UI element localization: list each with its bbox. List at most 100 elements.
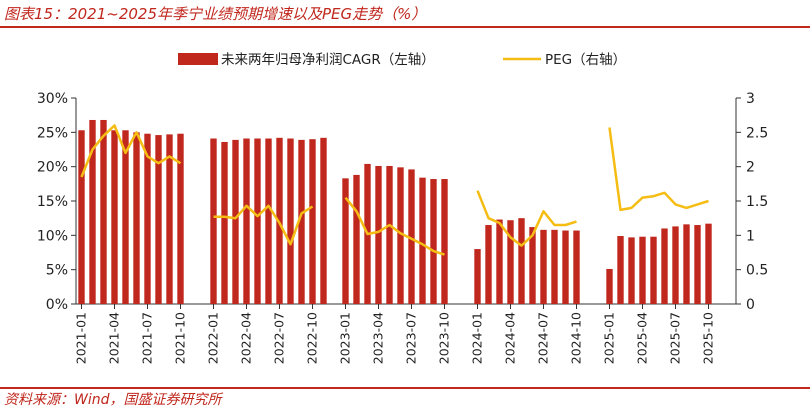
- x-tick-label: 2024-10: [569, 312, 584, 364]
- x-tick-label: 2021-01: [74, 312, 89, 364]
- x-tick-label: 2023-04: [371, 312, 386, 364]
- bar: [89, 119, 96, 305]
- source-note: 资料来源：Wind，国盛证券研究所: [4, 392, 222, 408]
- bar: [386, 165, 393, 304]
- x-tick-label: 2023-07: [404, 312, 419, 364]
- peg-line-segment: [213, 204, 314, 246]
- bar: [133, 132, 140, 304]
- x-tick-label: 2022-01: [206, 312, 221, 364]
- x-tick-label: 2021-04: [107, 312, 122, 364]
- bar: [166, 134, 173, 304]
- bar: [485, 225, 492, 304]
- bar: [551, 229, 558, 304]
- legend-bar-swatch: [178, 53, 218, 65]
- top-rule: [0, 26, 810, 28]
- bar: [507, 220, 514, 304]
- bar-series: [78, 119, 712, 305]
- bar: [298, 139, 305, 304]
- bar: [672, 226, 679, 304]
- bar: [221, 141, 228, 304]
- bar: [78, 130, 85, 304]
- bar: [375, 165, 382, 304]
- bar: [254, 138, 261, 304]
- bar: [573, 230, 580, 304]
- bar: [408, 169, 415, 304]
- x-tick-label: 2022-07: [272, 312, 287, 364]
- x-tick-label: 2025-01: [602, 312, 617, 364]
- bar: [122, 130, 129, 304]
- bar: [320, 137, 327, 304]
- x-tick-label: 2023-10: [437, 312, 452, 364]
- peg-line-segment: [344, 196, 445, 256]
- x-tick-label: 2025-10: [701, 312, 716, 364]
- legend-bar-label: 未来两年归母净利润CAGR（左轴）: [221, 51, 435, 68]
- x-tick-label: 2021-07: [140, 312, 155, 364]
- y-right-tick-label: 0.5: [746, 263, 768, 279]
- x-tick-label: 2022-04: [239, 312, 254, 364]
- bar: [639, 236, 646, 304]
- y-right-tick-label: 1: [746, 228, 755, 244]
- y-right-tick-label: 1.5: [746, 194, 768, 210]
- bar: [309, 139, 316, 304]
- x-tick-label: 2024-01: [470, 312, 485, 364]
- bar: [232, 139, 239, 304]
- bar: [650, 236, 657, 304]
- bar: [287, 138, 294, 304]
- peg-line-segment: [80, 124, 182, 178]
- peg-line-segment: [608, 127, 709, 212]
- bar: [518, 218, 525, 304]
- chart-title: 图表15：2021~2025年季宁业绩预期增速以及PEG走势（%）: [4, 5, 427, 23]
- bar: [210, 138, 217, 304]
- bar: [177, 133, 184, 304]
- line-series: [80, 124, 709, 256]
- bar: [353, 174, 360, 304]
- x-tick-label: 2022-10: [305, 312, 320, 364]
- bar: [683, 224, 690, 304]
- y-right-tick-label: 0: [746, 297, 755, 313]
- y-left-tick-label: 10%: [37, 228, 68, 244]
- bar: [243, 138, 250, 304]
- bar: [661, 228, 668, 304]
- bar: [111, 130, 118, 304]
- bar: [155, 135, 162, 304]
- y-right-tick-label: 2.5: [746, 125, 768, 141]
- y-left-tick-label: 20%: [37, 160, 68, 176]
- bar: [606, 268, 613, 304]
- x-tick-label: 2024-04: [503, 312, 518, 364]
- peg-line-segment: [476, 190, 577, 247]
- legend-line-label: PEG（右轴）: [545, 52, 626, 68]
- x-tick-label: 2025-04: [635, 312, 650, 364]
- legend: 未来两年归母净利润CAGR（左轴） PEG（右轴）: [178, 51, 626, 68]
- bar: [529, 227, 536, 304]
- y-right-tick-label: 3: [746, 91, 755, 107]
- y-left-tick-label: 15%: [37, 194, 68, 210]
- x-tick-label: 2023-01: [338, 312, 353, 364]
- bar: [441, 179, 448, 304]
- y-right-tick-label: 2: [746, 160, 755, 176]
- y-left-tick-label: 30%: [37, 91, 68, 107]
- bar: [430, 179, 437, 304]
- bottom-rule: [0, 387, 810, 389]
- x-tick-label: 2024-07: [536, 312, 551, 364]
- y-left-tick-label: 0%: [46, 297, 68, 313]
- bar: [628, 237, 635, 304]
- bar: [397, 167, 404, 304]
- x-tick-label: 2025-07: [668, 312, 683, 364]
- y-left-tick-label: 25%: [37, 125, 68, 141]
- bar: [540, 229, 547, 304]
- y-left-tick-label: 5%: [46, 263, 68, 279]
- bar: [705, 223, 712, 304]
- bar: [617, 236, 624, 304]
- bar: [100, 119, 107, 305]
- bar: [562, 230, 569, 304]
- bar: [474, 249, 481, 304]
- axes: 0% 5% 10% 15% 20% 25% 30% 0 0.5 1 1.5 2 2.5 3 2021-01 2…: [37, 91, 768, 364]
- bar: [694, 225, 701, 304]
- bar: [265, 138, 272, 304]
- bar: [342, 178, 349, 304]
- bar: [419, 177, 426, 304]
- bar: [144, 133, 151, 304]
- bar: [496, 219, 503, 304]
- x-tick-label: 2021-10: [173, 312, 188, 364]
